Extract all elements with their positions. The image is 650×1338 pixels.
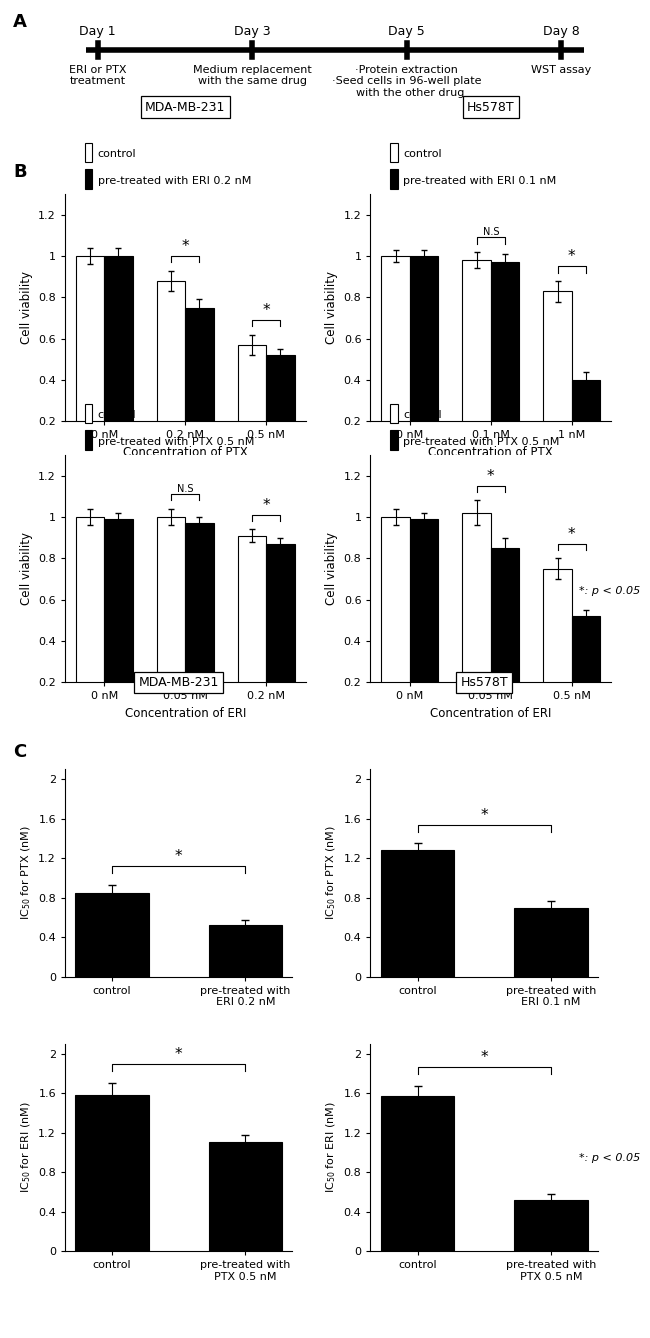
Text: *: p < 0.05: *: p < 0.05 [579, 586, 640, 597]
Text: *: * [263, 498, 270, 512]
Bar [157, 281, 185, 463]
Text: WST assay: WST assay [531, 64, 592, 75]
Bar [382, 256, 410, 463]
Text: MDA-MB-231: MDA-MB-231 [138, 676, 219, 689]
Text: *: * [568, 249, 575, 265]
Bar [157, 516, 185, 724]
Y-axis label: Cell viability: Cell viability [20, 272, 32, 344]
Text: *: * [480, 1050, 488, 1065]
Bar [266, 543, 294, 724]
Text: *: * [175, 1048, 183, 1062]
Text: Day 5: Day 5 [388, 25, 425, 39]
Bar [514, 1200, 588, 1251]
Bar [543, 569, 572, 724]
Text: control: control [403, 149, 441, 159]
Text: MDA-MB-231: MDA-MB-231 [145, 100, 226, 114]
Text: control: control [403, 409, 441, 420]
Y-axis label: Cell viability: Cell viability [325, 272, 338, 344]
Bar [572, 617, 600, 724]
Y-axis label: IC$_{50}$ for PTX (nM): IC$_{50}$ for PTX (nM) [19, 826, 32, 921]
Text: pre-treated with ERI 0.1 nM: pre-treated with ERI 0.1 nM [403, 175, 556, 186]
Text: N.S: N.S [482, 227, 499, 237]
Text: *: * [487, 468, 495, 484]
X-axis label: Concentration of PTX: Concentration of PTX [123, 446, 248, 459]
Bar [381, 1096, 454, 1251]
Bar [238, 535, 266, 724]
Bar [209, 1143, 282, 1251]
Bar [104, 519, 133, 724]
Bar [266, 356, 294, 463]
Y-axis label: Cell viability: Cell viability [325, 533, 338, 605]
Bar [572, 380, 600, 463]
Bar [462, 512, 491, 724]
Y-axis label: IC$_{50}$ for ERI (nM): IC$_{50}$ for ERI (nM) [19, 1101, 32, 1193]
Bar [514, 907, 588, 977]
Bar [75, 892, 149, 977]
Text: *: * [480, 808, 488, 823]
Text: *: * [181, 240, 189, 254]
Text: pre-treated with PTX 0.5 nM: pre-treated with PTX 0.5 nM [403, 436, 560, 447]
Bar [410, 256, 438, 463]
Bar [104, 256, 133, 463]
Text: *: * [175, 850, 183, 864]
Bar [75, 1094, 149, 1251]
Text: A: A [13, 13, 27, 31]
Y-axis label: IC$_{50}$ for ERI (nM): IC$_{50}$ for ERI (nM) [324, 1101, 338, 1193]
Bar [543, 292, 572, 463]
Bar [462, 260, 491, 463]
Y-axis label: Cell viability: Cell viability [20, 533, 32, 605]
X-axis label: Concentration of ERI: Concentration of ERI [125, 706, 246, 720]
Text: Medium replacement
with the same drug: Medium replacement with the same drug [193, 64, 311, 87]
Text: *: * [263, 304, 270, 318]
Text: pre-treated with PTX 0.5 nM: pre-treated with PTX 0.5 nM [98, 436, 254, 447]
Text: Day 3: Day 3 [234, 25, 270, 39]
Text: C: C [13, 743, 26, 760]
Bar [381, 851, 454, 977]
Text: control: control [98, 409, 136, 420]
Text: Day 8: Day 8 [543, 25, 579, 39]
Text: Hs578T: Hs578T [460, 676, 508, 689]
Text: ·Protein extraction
·Seed cells in 96-well plate
  with the other drug: ·Protein extraction ·Seed cells in 96-we… [332, 64, 482, 98]
Bar [491, 549, 519, 724]
Bar [76, 516, 104, 724]
Text: Hs578T: Hs578T [467, 100, 515, 114]
Bar [382, 516, 410, 724]
Text: control: control [98, 149, 136, 159]
Text: *: * [568, 527, 575, 542]
X-axis label: Concentration of PTX: Concentration of PTX [428, 446, 553, 459]
Text: ERI or PTX
treatment: ERI or PTX treatment [69, 64, 127, 87]
X-axis label: Concentration of ERI: Concentration of ERI [430, 706, 551, 720]
Text: pre-treated with ERI 0.2 nM: pre-treated with ERI 0.2 nM [98, 175, 251, 186]
Bar [76, 256, 104, 463]
Bar [491, 262, 519, 463]
Bar [238, 345, 266, 463]
Text: Day 1: Day 1 [79, 25, 116, 39]
Text: *: p < 0.05: *: p < 0.05 [579, 1153, 640, 1163]
Bar [185, 523, 214, 724]
Bar [410, 519, 438, 724]
Text: B: B [13, 163, 27, 181]
Bar [185, 308, 214, 463]
Bar [209, 926, 282, 977]
Y-axis label: IC$_{50}$ for PTX (nM): IC$_{50}$ for PTX (nM) [324, 826, 338, 921]
Text: N.S: N.S [177, 484, 194, 494]
